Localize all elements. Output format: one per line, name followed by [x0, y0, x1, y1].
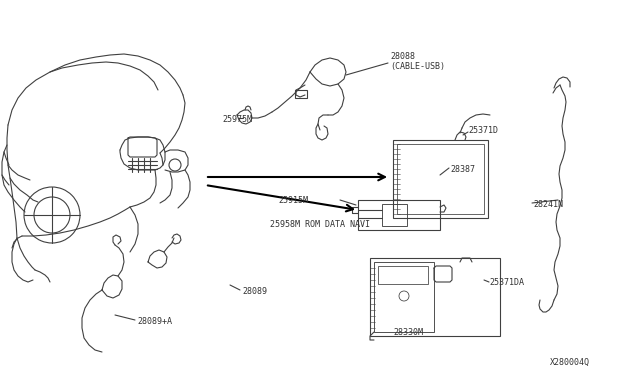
Bar	[358, 200, 440, 230]
Text: 28089+A: 28089+A	[137, 317, 172, 326]
Text: 25371DA: 25371DA	[489, 278, 524, 287]
Text: 28088: 28088	[390, 52, 415, 61]
Bar	[382, 204, 407, 226]
Bar	[397, 144, 484, 214]
Bar	[378, 266, 428, 284]
Text: 25975M: 25975M	[222, 115, 252, 124]
Text: 28387: 28387	[450, 165, 475, 174]
Text: 28330M: 28330M	[393, 328, 423, 337]
Bar	[370, 258, 500, 336]
Text: X280004Q: X280004Q	[550, 358, 590, 367]
Bar	[374, 262, 434, 332]
Text: (CABLE-USB): (CABLE-USB)	[390, 62, 445, 71]
Bar	[295, 90, 307, 98]
Text: 25958M ROM DATA NAVI: 25958M ROM DATA NAVI	[270, 220, 370, 229]
Text: 25915M: 25915M	[278, 196, 308, 205]
Bar	[393, 140, 488, 218]
Text: 28089: 28089	[242, 287, 267, 296]
Text: 25371D: 25371D	[468, 126, 498, 135]
Text: 28241N: 28241N	[533, 200, 563, 209]
